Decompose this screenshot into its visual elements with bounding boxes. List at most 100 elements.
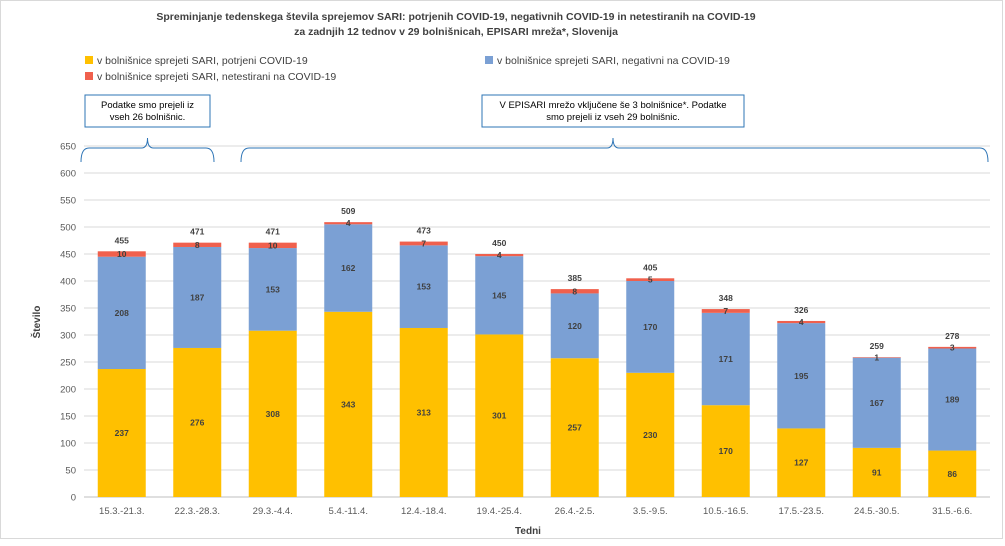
bar-segment [324, 224, 373, 312]
data-label: 8 [572, 286, 577, 296]
data-label: 237 [115, 428, 129, 438]
data-label: 343 [341, 399, 355, 409]
data-label: 153 [266, 284, 280, 294]
data-label: 230 [643, 430, 657, 440]
data-label: 162 [341, 263, 355, 273]
y-tick-label: 550 [60, 196, 76, 207]
bar-segment [777, 320, 826, 324]
total-label: 405 [643, 262, 657, 272]
x-tick-label: 15.3.-21.3. [99, 506, 144, 517]
bar-segment [248, 242, 297, 249]
data-label: 257 [568, 423, 582, 433]
bar-segment [399, 327, 448, 497]
y-tick-label: 650 [60, 142, 76, 153]
annotation-bracket [80, 137, 215, 163]
bar-segment [701, 405, 750, 497]
chart-subtitle: za zadnjih 12 tednov v 29 bolnišnicah, E… [294, 26, 618, 38]
legend-swatch [485, 56, 493, 64]
y-tick-label: 300 [60, 331, 76, 342]
y-tick-label: 150 [60, 412, 76, 423]
total-label: 509 [341, 206, 355, 216]
bar-segment [852, 357, 901, 448]
bar-segment [852, 447, 901, 497]
data-label: 5 [648, 275, 653, 285]
bar-segment [173, 246, 222, 348]
data-label: 7 [421, 238, 426, 248]
bar-segment [626, 278, 675, 281]
y-tick-label: 450 [60, 250, 76, 261]
total-label: 455 [115, 235, 129, 245]
annotation-text: V EPISARI mrežo vključene še 3 bolnišnic… [499, 100, 726, 111]
data-label: 7 [723, 306, 728, 316]
bar-segment [701, 312, 750, 406]
annotation-text: smo prejeli iz vseh 29 bolnišnic. [546, 112, 680, 123]
data-label: 86 [948, 469, 958, 479]
bar-segment [324, 222, 373, 225]
bar-segment [97, 256, 146, 370]
data-label: 10 [268, 240, 278, 250]
chart-title: Spreminjanje tedenskega števila sprejemo… [156, 11, 755, 23]
x-tick-label: 12.4.-18.4. [401, 506, 446, 517]
y-tick-label: 200 [60, 385, 76, 396]
bar-segment [324, 311, 373, 497]
y-tick-label: 100 [60, 439, 76, 450]
y-axis-label: Število [30, 306, 43, 339]
bars: 2372081045527618784713081531047134316245… [97, 206, 977, 497]
data-label: 3 [950, 343, 955, 353]
y-axis: 0 50 100 150 200 250 300 350 400 450 500 550 600 650 [60, 142, 76, 504]
bar-segment [475, 254, 524, 257]
x-tick-label: 29.3.-4.4. [253, 506, 293, 517]
data-label: 170 [719, 446, 733, 456]
bar-segment [475, 334, 524, 497]
data-label: 301 [492, 411, 506, 421]
bar-segment [173, 347, 222, 497]
bar-segment [626, 281, 675, 373]
bar-segment [777, 323, 826, 429]
data-label: 308 [266, 409, 280, 419]
x-tick-label: 19.4.-25.4. [477, 506, 522, 517]
y-tick-label: 600 [60, 169, 76, 180]
x-tick-label: 3.5.-9.5. [633, 506, 668, 517]
bar-segment [248, 330, 297, 497]
data-label: 313 [417, 407, 431, 417]
y-tick-label: 0 [71, 493, 76, 504]
total-label: 278 [945, 331, 959, 341]
x-tick-label: 31.5.-6.6. [932, 506, 972, 517]
bar-segment [701, 309, 750, 313]
bar-segment [97, 369, 146, 497]
bar-segment [97, 251, 146, 257]
bar-segment [475, 256, 524, 335]
bar-segment [928, 348, 977, 451]
annotation-box [84, 94, 211, 128]
bar-segment [777, 428, 826, 497]
total-label: 450 [492, 238, 506, 248]
data-label: 276 [190, 417, 204, 427]
data-label: 208 [115, 308, 129, 318]
total-label: 348 [719, 293, 733, 303]
bar-segment [173, 242, 222, 247]
bar-segment [928, 450, 977, 497]
data-label: 10 [117, 249, 127, 259]
data-label: 8 [195, 240, 200, 250]
total-label: 385 [568, 273, 582, 283]
annotation-bracket [240, 137, 989, 163]
bar-segment [852, 357, 901, 358]
gridlines [84, 145, 990, 498]
data-label: 120 [568, 321, 582, 331]
annotation-box [481, 94, 745, 128]
legend-swatch [85, 56, 93, 64]
y-tick-label: 400 [60, 277, 76, 288]
x-tick-label: 5.4.-11.4. [329, 506, 368, 517]
x-axis: 15.3.-21.3. 22.3.-28.3. 29.3.-4.4. 5.4.-11.… [99, 506, 972, 517]
legend: v bolnišnice sprejeti SARI, potrjeni COV… [85, 55, 730, 83]
bar-segment [928, 346, 977, 349]
legend-swatch [85, 72, 93, 80]
data-label: 171 [719, 354, 733, 364]
bar-segment [550, 293, 599, 359]
data-label: 4 [497, 250, 502, 260]
x-tick-label: 10.5.-16.5. [703, 506, 748, 517]
total-label: 473 [417, 226, 431, 236]
